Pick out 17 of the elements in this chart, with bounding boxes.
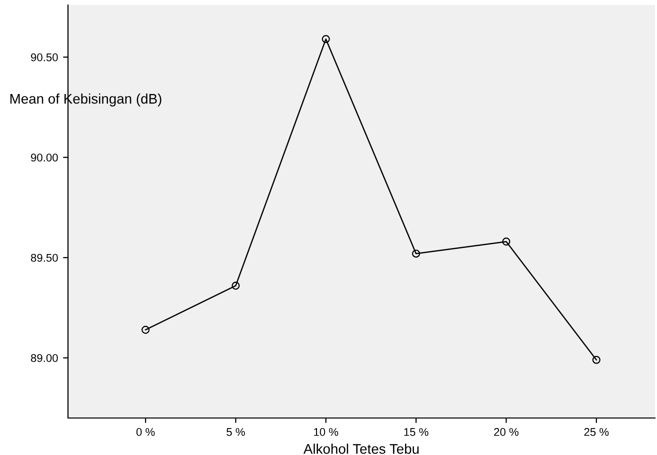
x-tick-label: 20 % bbox=[494, 428, 518, 436]
point bbox=[142, 326, 150, 334]
y-tick-label: 89.00 bbox=[30, 354, 58, 362]
y-tick-label: 89.50 bbox=[30, 254, 58, 262]
point bbox=[592, 356, 600, 364]
x-tick-label: 25 % bbox=[584, 428, 609, 436]
point bbox=[502, 238, 510, 246]
point bbox=[322, 35, 330, 44]
y-tick-label: 90.50 bbox=[30, 53, 58, 62]
x-tick-label: 15 % bbox=[404, 428, 428, 436]
point bbox=[232, 282, 240, 290]
y-tick-label: 90.00 bbox=[30, 154, 58, 162]
x-tick-label: 0 % bbox=[136, 428, 155, 436]
point bbox=[412, 250, 420, 258]
x-tick-label: 10 % bbox=[314, 428, 338, 436]
x-axis-title: Alkohol Tetes Tebu bbox=[303, 444, 419, 454]
x-tick-label: 5 % bbox=[226, 428, 245, 436]
